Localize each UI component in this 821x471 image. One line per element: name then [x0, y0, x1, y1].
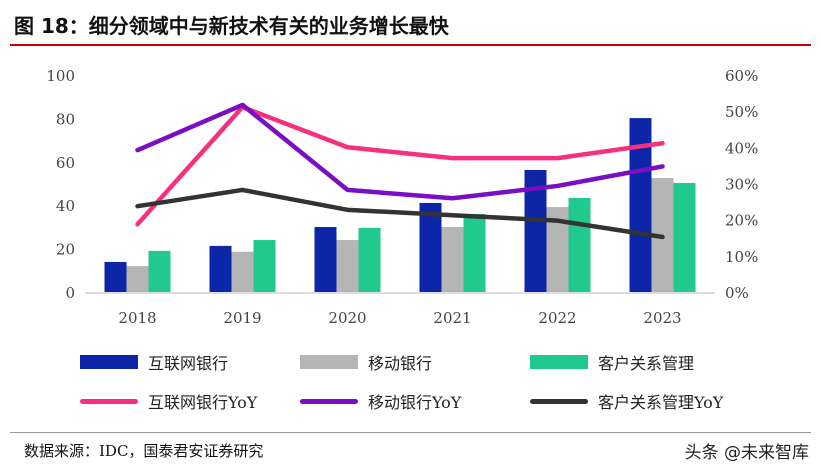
bar-1: [104, 261, 127, 293]
right-axis-tick: 50%: [725, 103, 758, 121]
legend-swatch: [80, 355, 138, 369]
left-axis-tick: 80: [56, 110, 75, 128]
bar-1: [524, 169, 547, 293]
bar-3: [673, 182, 696, 293]
bar-1: [209, 245, 232, 293]
legend-item: 互联网银行YoY: [80, 389, 257, 413]
right-axis-tick: 40%: [725, 139, 758, 157]
bar-1: [419, 202, 442, 293]
bar-3: [358, 227, 381, 293]
chart: 0 20 40 60 80 100 0% 10% 20% 30% 40% 50% 60% 2018 2019…: [46, 67, 758, 327]
bar-2: [126, 266, 149, 293]
line-series-2: [135, 102, 665, 201]
left-axis-tick: 60: [56, 154, 75, 172]
footer-divider: [10, 432, 811, 433]
bar-2: [441, 227, 464, 293]
left-axis-tick: 20: [56, 241, 75, 259]
x-axis-tick: 2021: [433, 309, 471, 327]
legend-swatch: [530, 398, 588, 404]
right-axis-tick: 20%: [725, 212, 758, 230]
bar-3: [568, 197, 591, 293]
right-axis-tick: 60%: [725, 67, 758, 85]
legend-label: 移动银行: [368, 354, 433, 373]
x-axis-tick: 2022: [538, 309, 576, 327]
bar-1: [314, 227, 337, 293]
right-axis-tick: 10%: [725, 248, 758, 266]
left-axis-tick: 40: [56, 197, 75, 215]
left-axis-tick: 0: [65, 284, 75, 302]
x-axis-tick: 2019: [223, 309, 261, 327]
bar-2: [231, 251, 254, 293]
legend-label: 互联网银行YoY: [148, 393, 258, 412]
legend-item: 客户关系管理: [530, 350, 694, 374]
title-divider: [10, 44, 811, 46]
right-axis-tick: 0%: [725, 284, 749, 302]
bar-2: [336, 240, 359, 293]
legend-item: 客户关系管理YoY: [530, 389, 723, 413]
legend-swatch: [300, 355, 358, 369]
figure-title: 图 18：细分领域中与新技术有关的业务增长最快: [14, 14, 449, 38]
x-axis-tick: 2020: [328, 309, 366, 327]
right-axis-tick: 30%: [725, 176, 758, 194]
legend-item: 移动银行YoY: [300, 389, 461, 413]
bar-3: [463, 214, 486, 293]
bar-2: [546, 207, 569, 293]
legend-swatch: [300, 398, 358, 404]
legend-swatch: [80, 398, 138, 404]
legend-item: 移动银行: [300, 350, 432, 374]
legend-label: 互联网银行: [148, 354, 229, 373]
x-axis-tick: 2018: [118, 309, 156, 327]
bar-3: [148, 250, 171, 293]
x-axis-tick: 2023: [643, 309, 681, 327]
legend-label: 客户关系管理: [598, 354, 695, 373]
source-note: 数据来源：IDC，国泰君安证券研究: [24, 442, 264, 460]
legend-label: 移动银行YoY: [368, 393, 462, 412]
watermark: 头条 @未来智库: [684, 443, 809, 463]
legend-item: 互联网银行: [80, 350, 228, 374]
legend-label: 客户关系管理YoY: [598, 393, 724, 412]
left-axis-tick: 100: [46, 67, 75, 85]
line-series-3: [135, 187, 665, 240]
legend-swatch: [530, 355, 588, 369]
bar-1: [629, 118, 652, 294]
bar-3: [253, 240, 276, 293]
line-series-1: [135, 104, 665, 227]
